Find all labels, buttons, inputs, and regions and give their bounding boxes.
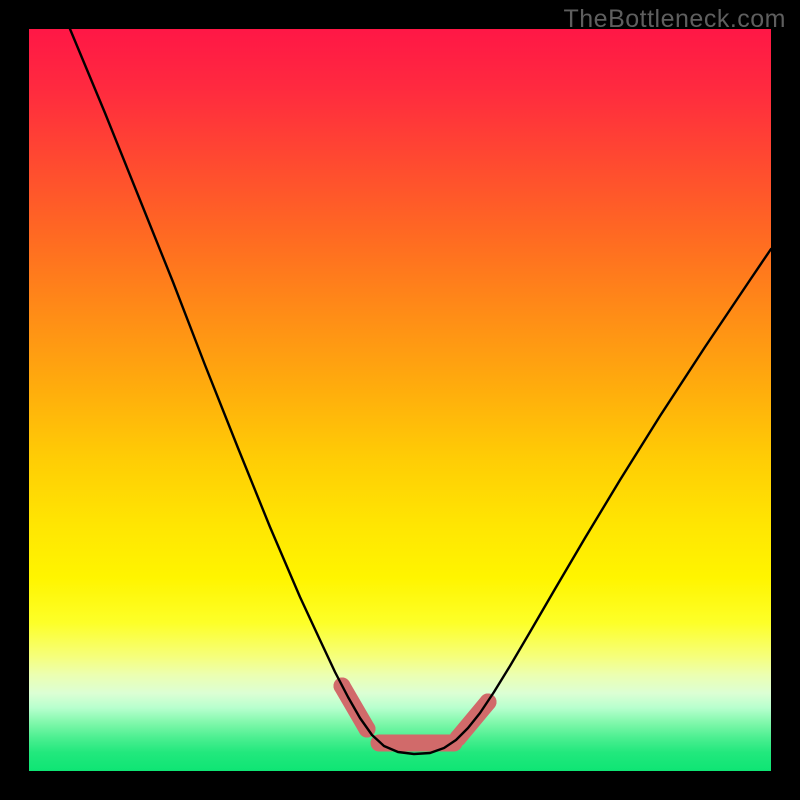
plot-background	[29, 29, 771, 771]
chart-canvas: TheBottleneck.com	[0, 0, 800, 800]
watermark-text: TheBottleneck.com	[564, 5, 787, 34]
bottleneck-curve-chart	[0, 0, 800, 800]
